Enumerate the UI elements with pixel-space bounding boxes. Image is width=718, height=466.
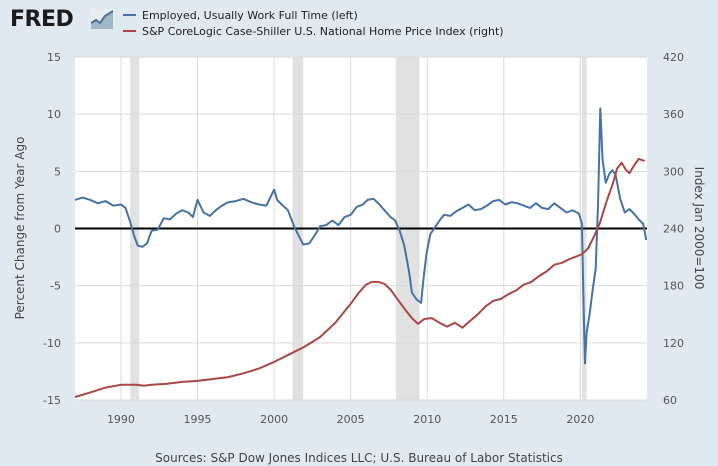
left-tick-label-0: 0: [54, 223, 61, 236]
right-tick-label-120: 120: [663, 337, 684, 350]
chart-header: FRED Employed, Usually Work Full Time (l…: [0, 0, 718, 50]
legend-label-left: Employed, Usually Work Full Time (left): [142, 9, 358, 22]
legend-item-right: S&P CoreLogic Case-Shiller U.S. National…: [123, 24, 504, 40]
left-axis-ticks: -15 -10 -5 0 5 10 15: [43, 51, 61, 407]
right-tick-label-420: 420: [663, 51, 684, 64]
right-axis-label: Index Jan 2000=100: [692, 167, 706, 290]
source-text: Sources: S&P Dow Jones Indices LLC; U.S.…: [155, 451, 563, 465]
series-line-left: [74, 107, 648, 365]
series-line-right: [74, 157, 646, 399]
legend-item-left: Employed, Usually Work Full Time (left): [123, 8, 504, 24]
left-tick-label-10: 10: [47, 108, 61, 121]
x-tick-label-2005: 2005: [337, 413, 365, 426]
x-tick-label-1995: 1995: [184, 413, 212, 426]
right-tick-label-360: 360: [663, 108, 684, 121]
right-axis-ticks: 60 120 180 240 300 360 420: [663, 51, 684, 407]
chart-legend: Employed, Usually Work Full Time (left) …: [123, 8, 504, 40]
series-lines: [74, 107, 648, 399]
right-tick-label-60: 60: [663, 394, 677, 407]
left-axis-label: Percent Change from Year Ago: [13, 137, 27, 320]
left-tick-label--5: -5: [50, 280, 61, 293]
left-tick-label--15: -15: [43, 394, 61, 407]
x-tick-label-2000: 2000: [260, 413, 288, 426]
left-tick-label-15: 15: [47, 51, 61, 64]
right-tick-label-240: 240: [663, 223, 684, 236]
x-tick-label-2020: 2020: [566, 413, 594, 426]
left-tick-label--10: -10: [43, 337, 61, 350]
x-tick-label-2010: 2010: [413, 413, 441, 426]
legend-label-right: S&P CoreLogic Case-Shiller U.S. National…: [142, 25, 504, 38]
right-tick-label-300: 300: [663, 165, 684, 178]
right-tick-label-180: 180: [663, 280, 684, 293]
x-tick-label-2015: 2015: [490, 413, 518, 426]
x-axis-ticks: 1990 1995 2000 2005 2010 2015 2020: [107, 413, 594, 426]
x-tick-label-1990: 1990: [107, 413, 135, 426]
fred-logo[interactable]: FRED: [10, 7, 74, 32]
legend-swatch-left: [123, 14, 136, 16]
left-tick-label-5: 5: [54, 165, 61, 178]
line-chart-icon: [91, 9, 113, 29]
legend-swatch-right: [123, 30, 136, 32]
